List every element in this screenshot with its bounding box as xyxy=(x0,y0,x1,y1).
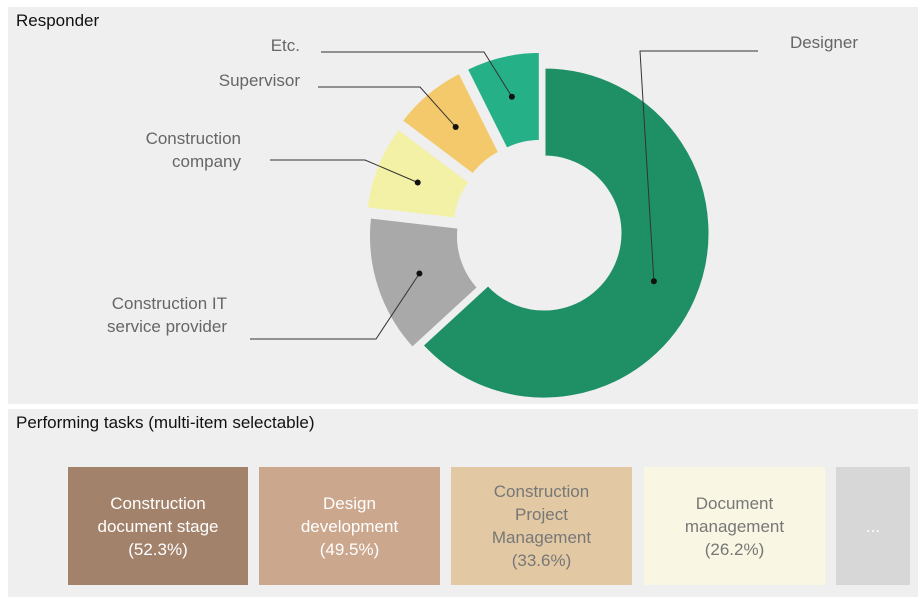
slice-supervisor xyxy=(398,70,502,178)
tasks-panel: Performing tasks (multi-item selectable)… xyxy=(8,409,918,597)
slice-label-supervisor: Supervisor xyxy=(219,71,301,90)
task-label-line: Construction xyxy=(493,482,590,501)
task-label-line: development xyxy=(300,516,399,536)
task-label-line: Project xyxy=(515,505,568,524)
task-label-line: (26.2%) xyxy=(704,539,765,559)
leader-line-etc xyxy=(321,51,513,97)
task-box: Construction Project Management (33.6%) xyxy=(451,467,632,585)
slice-label-etc: Etc. xyxy=(271,36,300,55)
slice-construction-company xyxy=(364,125,473,221)
slice-label-line: company xyxy=(172,152,241,171)
task-label-line: (52.3%) xyxy=(128,539,188,559)
task-label-line: management xyxy=(684,516,785,536)
task-label-line: (33.6%) xyxy=(511,551,572,570)
slice-etc xyxy=(464,49,542,152)
label-leaders xyxy=(250,50,758,340)
slice-label-construction-company: Construction company xyxy=(146,129,242,171)
task-label-line: Document xyxy=(695,493,774,513)
leader-dot-it-provider xyxy=(416,270,423,277)
slice-designer xyxy=(419,65,712,401)
leader-line-it-provider xyxy=(250,273,420,340)
task-box: Design development (49.5%) xyxy=(259,467,440,585)
leader-line-construction-company xyxy=(270,159,418,183)
tasks-title: Performing tasks (multi-item selectable) xyxy=(16,413,315,432)
slice-label-designer: Designer xyxy=(790,33,858,52)
leader-dot-etc xyxy=(508,93,515,100)
leader-dot-supervisor xyxy=(452,123,459,130)
leader-line-supervisor xyxy=(318,86,457,128)
task-label-line: Construction xyxy=(110,493,206,513)
slice-label-line: Construction IT xyxy=(112,294,227,313)
slice-construction-it-service-provider xyxy=(366,215,481,351)
task-label-line: Management xyxy=(491,528,592,547)
task-box: Document management (26.2%) xyxy=(644,467,825,585)
leader-line-designer xyxy=(639,50,758,282)
slice-label-line: Supervisor xyxy=(219,71,301,90)
task-box: Construction document stage (52.3%) xyxy=(68,467,248,585)
slice-label-it-provider: Construction IT service provider xyxy=(107,294,227,336)
task-label: Construction document stage (52.3%) xyxy=(98,492,219,561)
task-more: ... xyxy=(836,467,910,585)
task-label-line: (49.5%) xyxy=(319,539,380,559)
slice-label-line: Designer xyxy=(790,33,858,52)
donut-slices xyxy=(364,49,712,401)
task-label-line: Design xyxy=(323,493,376,513)
task-label-line: document stage xyxy=(97,516,219,536)
task-label: Design development (49.5%) xyxy=(301,492,398,561)
task-label-line: ... xyxy=(865,516,881,536)
task-label: Construction Project Management (33.6%) xyxy=(492,480,591,572)
leader-dot-construction-company xyxy=(414,179,421,186)
responder-title: Responder xyxy=(16,11,100,30)
slice-label-line: Construction xyxy=(146,129,241,148)
task-label: ... xyxy=(866,515,880,538)
task-label: Document management (26.2%) xyxy=(685,492,784,561)
slice-label-line: service provider xyxy=(107,317,227,336)
leader-dot-designer xyxy=(650,278,657,285)
slice-label-line: Etc. xyxy=(271,36,300,55)
